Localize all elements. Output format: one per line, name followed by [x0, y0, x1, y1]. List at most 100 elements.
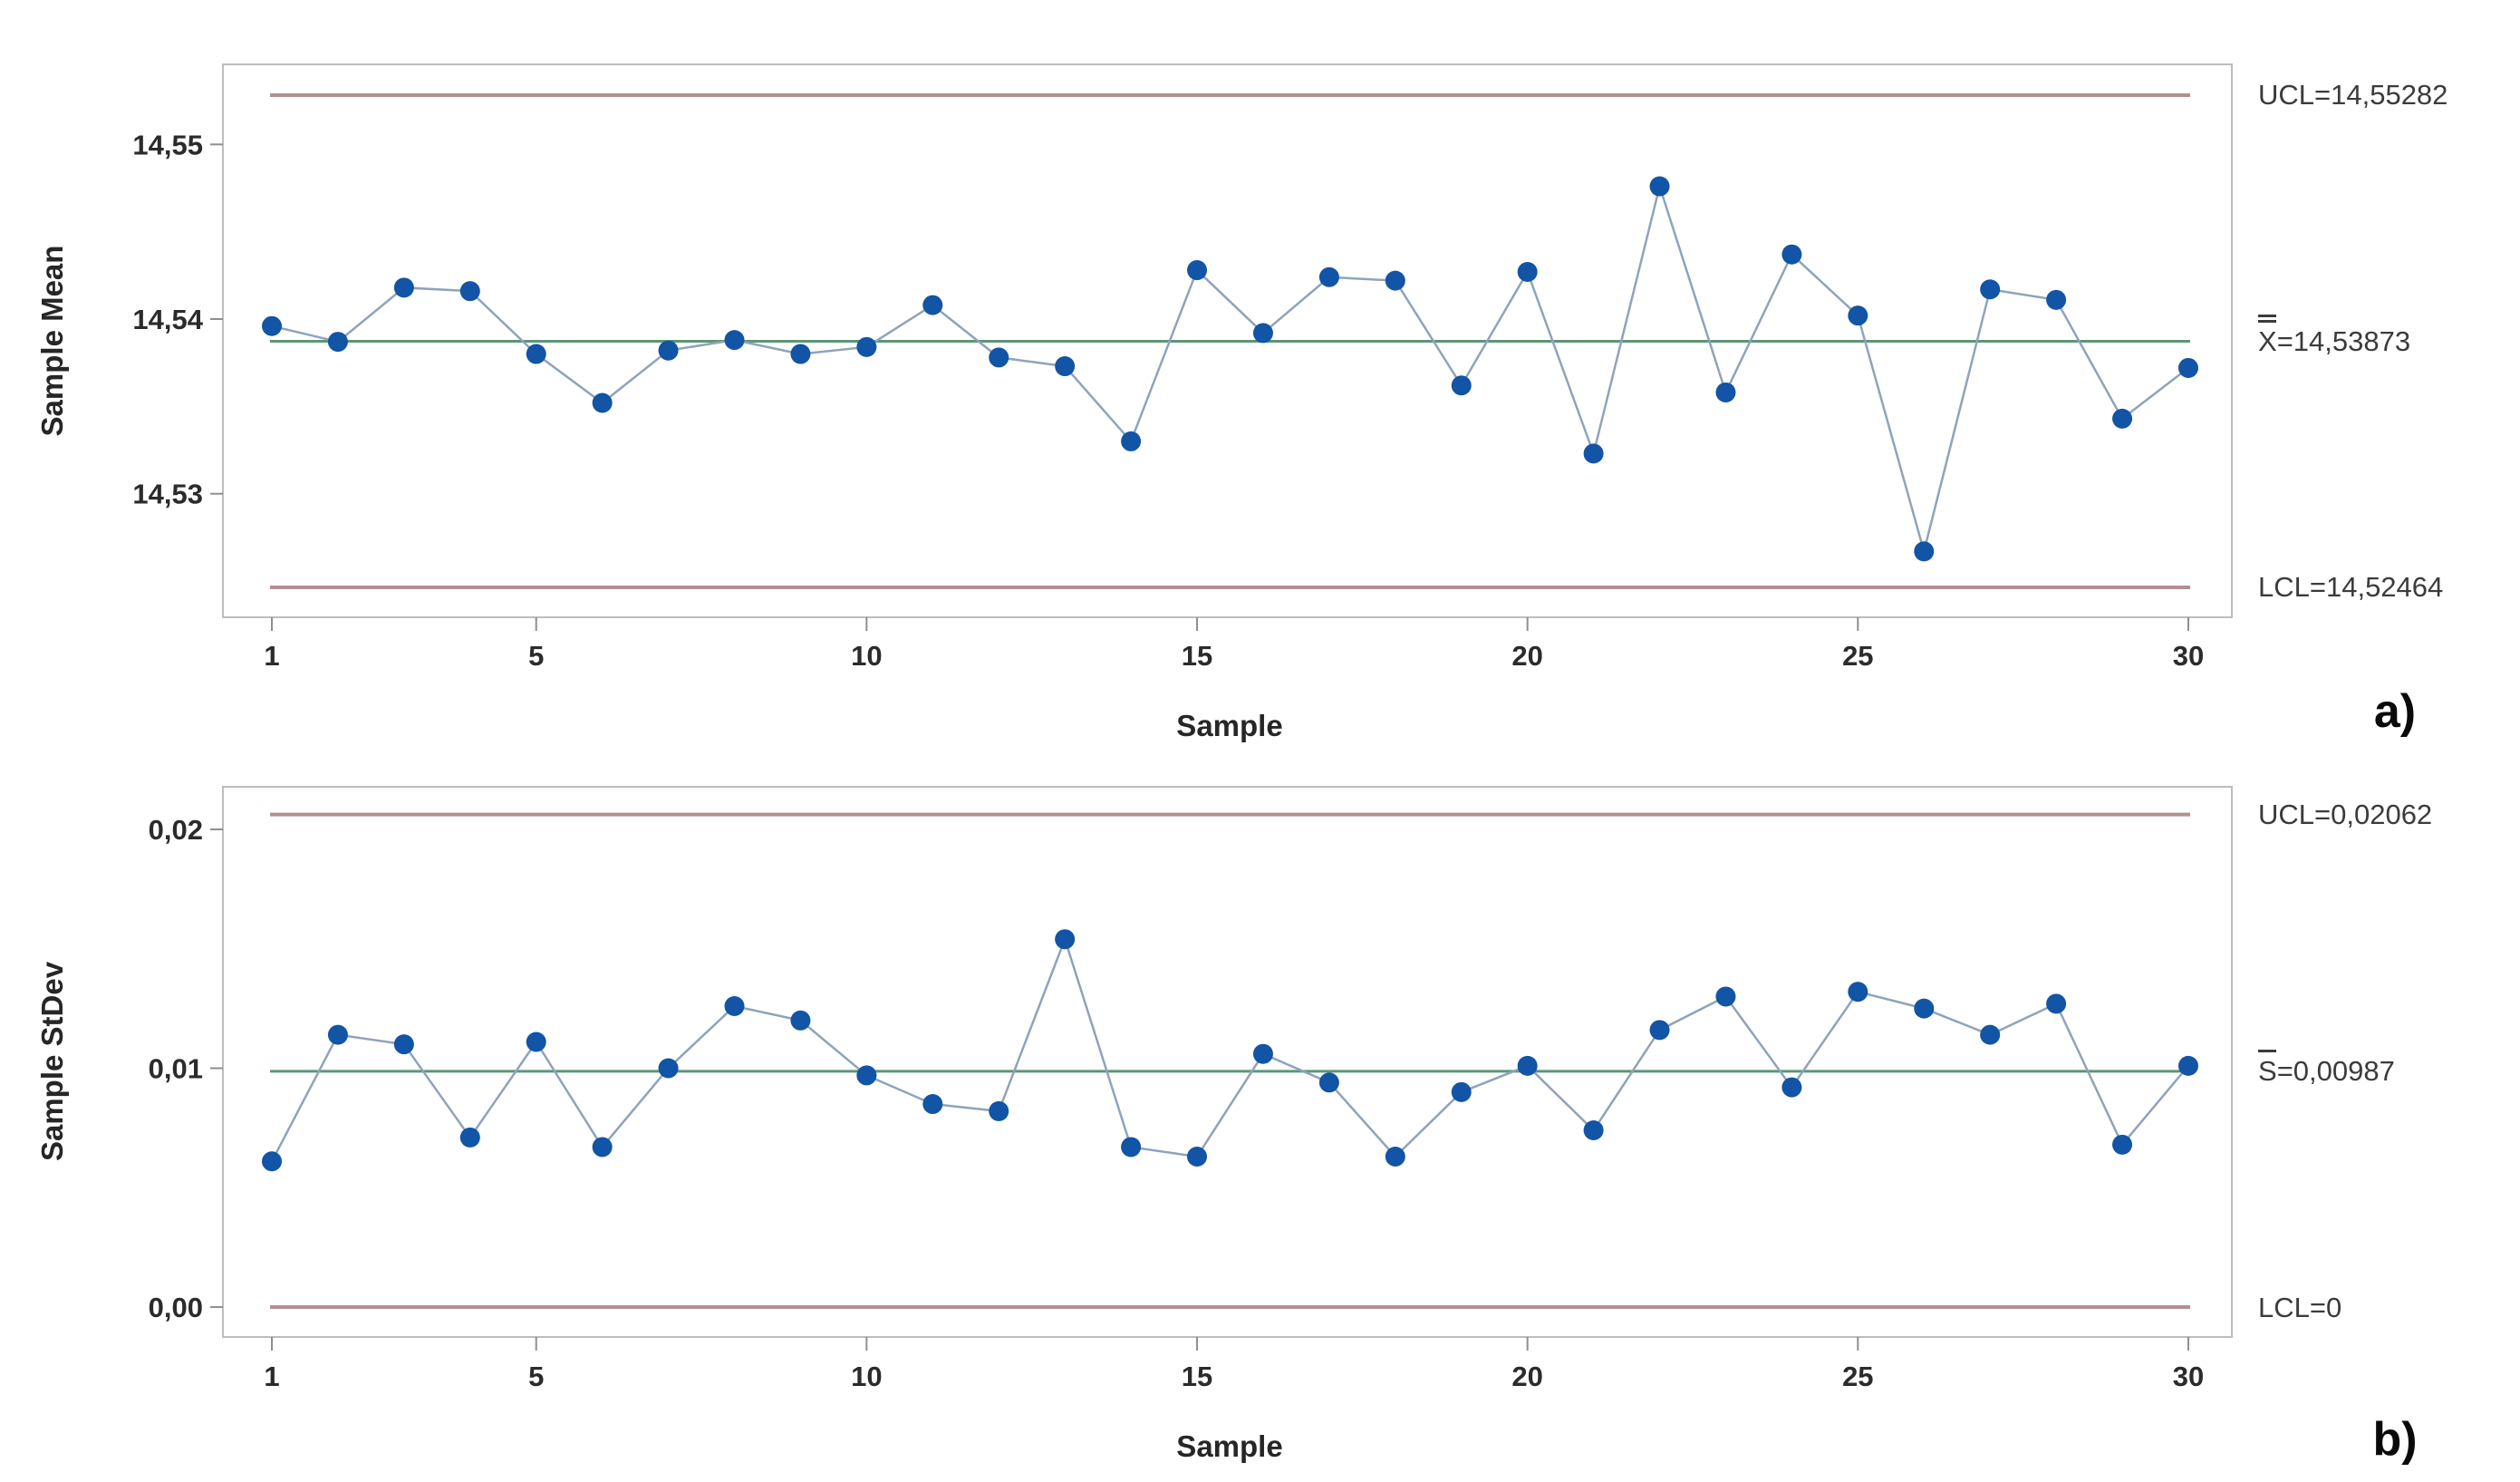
data-point-a-26 [1914, 541, 1935, 562]
data-point-a-17 [1318, 266, 1339, 287]
y-tick-label-b: 0,00 [149, 1292, 203, 1323]
data-point-a-10 [856, 336, 877, 357]
panel-letter-b: b) [2372, 1413, 2418, 1466]
data-point-b-19 [1451, 1081, 1472, 1102]
data-point-a-21 [1583, 443, 1604, 464]
data-point-b-21 [1583, 1120, 1604, 1141]
x-tick-label-a: 15 [1182, 640, 1212, 672]
data-point-b-15 [1187, 1146, 1208, 1167]
data-point-b-5 [526, 1032, 546, 1052]
data-point-a-11 [922, 295, 943, 315]
data-point-a-27 [1980, 279, 2001, 300]
data-point-a-2 [327, 332, 348, 353]
x-tick-label-a: 1 [264, 640, 279, 672]
x-axis-title-sample-a: Sample [1176, 709, 1283, 742]
lcl-label-a: LCL=14,52464 [2258, 571, 2444, 603]
x-tick-label-b: 10 [851, 1361, 882, 1392]
data-point-b-18 [1385, 1146, 1405, 1167]
data-point-b-3 [393, 1034, 414, 1055]
data-point-b-24 [1781, 1077, 1802, 1098]
lcl-label-b: LCL=0 [2258, 1292, 2342, 1323]
x-axis-title-sample-b: Sample [1176, 1429, 1283, 1463]
data-point-b-17 [1318, 1072, 1339, 1093]
data-point-a-25 [1848, 305, 1868, 326]
data-point-b-22 [1649, 1020, 1670, 1041]
data-point-a-13 [1055, 356, 1076, 377]
data-point-a-5 [526, 344, 546, 364]
data-point-b-25 [1848, 982, 1868, 1003]
center-label-a: X =14,53873 [2258, 315, 2411, 360]
data-point-a-15 [1187, 260, 1208, 281]
x-tick-label-a: 30 [2173, 640, 2204, 672]
x-tick-label-a: 10 [851, 640, 882, 672]
x-tick-label-a: 25 [1842, 640, 1873, 672]
panel-letter-a: a) [2373, 685, 2417, 738]
data-point-b-29 [2112, 1134, 2133, 1155]
s-bar-symbol: S [2258, 1050, 2277, 1090]
panel-b: 0,000,010,021 5 10 15 20 25 30 [149, 786, 2233, 1392]
x-tick-label-b: 5 [528, 1361, 544, 1392]
center-value-b: =0,00987 [2276, 1055, 2395, 1087]
data-point-b-9 [790, 1010, 811, 1031]
data-point-a-30 [2177, 357, 2198, 378]
data-point-a-24 [1781, 244, 1802, 265]
data-point-a-19 [1451, 375, 1472, 396]
data-point-b-1 [262, 1151, 282, 1172]
data-point-a-3 [393, 277, 414, 298]
x-tick-label-a: 5 [528, 640, 544, 672]
data-point-b-23 [1715, 986, 1736, 1007]
data-point-b-26 [1914, 998, 1935, 1019]
data-point-b-20 [1517, 1055, 1538, 1076]
y-tick-label-a: 14,55 [132, 129, 203, 160]
x-tick-label-b: 15 [1182, 1361, 1212, 1392]
data-point-b-27 [1980, 1024, 2001, 1045]
data-point-b-6 [592, 1137, 613, 1158]
x-tick-label-b: 25 [1842, 1361, 1873, 1392]
data-point-a-4 [459, 281, 480, 302]
data-point-b-4 [459, 1127, 480, 1148]
data-point-b-30 [2177, 1055, 2198, 1076]
center-label-b: S =0,00987 [2258, 1050, 2395, 1090]
data-point-a-28 [2046, 289, 2067, 310]
data-point-b-28 [2046, 993, 2067, 1014]
x-tick-label-b: 20 [1511, 1361, 1542, 1392]
y-tick-label-a: 14,54 [132, 304, 203, 335]
x-double-bar-symbol: X [2258, 315, 2277, 360]
y-axis-title-sample-stdev: Sample StDev [35, 961, 69, 1162]
series-line-a [271, 181, 2189, 557]
y-tick-label-b: 0,01 [149, 1053, 203, 1085]
x-tick-label-b: 1 [264, 1361, 279, 1392]
center-value-a: =14,53873 [2276, 325, 2411, 357]
y-tick-label-a: 14,53 [132, 479, 203, 510]
ucl-label-a: UCL=14,55282 [2258, 79, 2448, 111]
data-point-b-14 [1121, 1137, 1142, 1158]
data-point-a-29 [2112, 408, 2133, 429]
data-point-a-8 [724, 330, 745, 351]
data-point-a-20 [1517, 261, 1538, 282]
data-point-b-11 [922, 1094, 943, 1115]
data-point-a-18 [1385, 270, 1405, 291]
x-tick-label-a: 20 [1511, 640, 1542, 672]
data-point-a-14 [1121, 431, 1142, 451]
data-point-a-12 [989, 347, 1009, 368]
ucl-label-b: UCL=0,02062 [2258, 799, 2433, 830]
plot-border-a [222, 63, 2233, 618]
data-point-b-8 [724, 995, 745, 1016]
data-point-b-12 [989, 1100, 1009, 1121]
data-point-a-16 [1252, 323, 1273, 344]
y-tick-label-b: 0,02 [149, 814, 203, 846]
data-point-a-6 [592, 392, 613, 413]
data-point-a-9 [790, 344, 811, 364]
data-point-b-2 [327, 1024, 348, 1045]
data-point-b-7 [658, 1058, 679, 1079]
data-point-b-13 [1055, 929, 1076, 950]
data-point-a-7 [658, 340, 679, 361]
data-point-a-1 [262, 315, 282, 336]
series-line-b [270, 935, 2189, 1162]
data-point-a-23 [1715, 382, 1736, 402]
data-point-a-22 [1649, 176, 1670, 197]
x-tick-label-b: 30 [2173, 1361, 2204, 1392]
